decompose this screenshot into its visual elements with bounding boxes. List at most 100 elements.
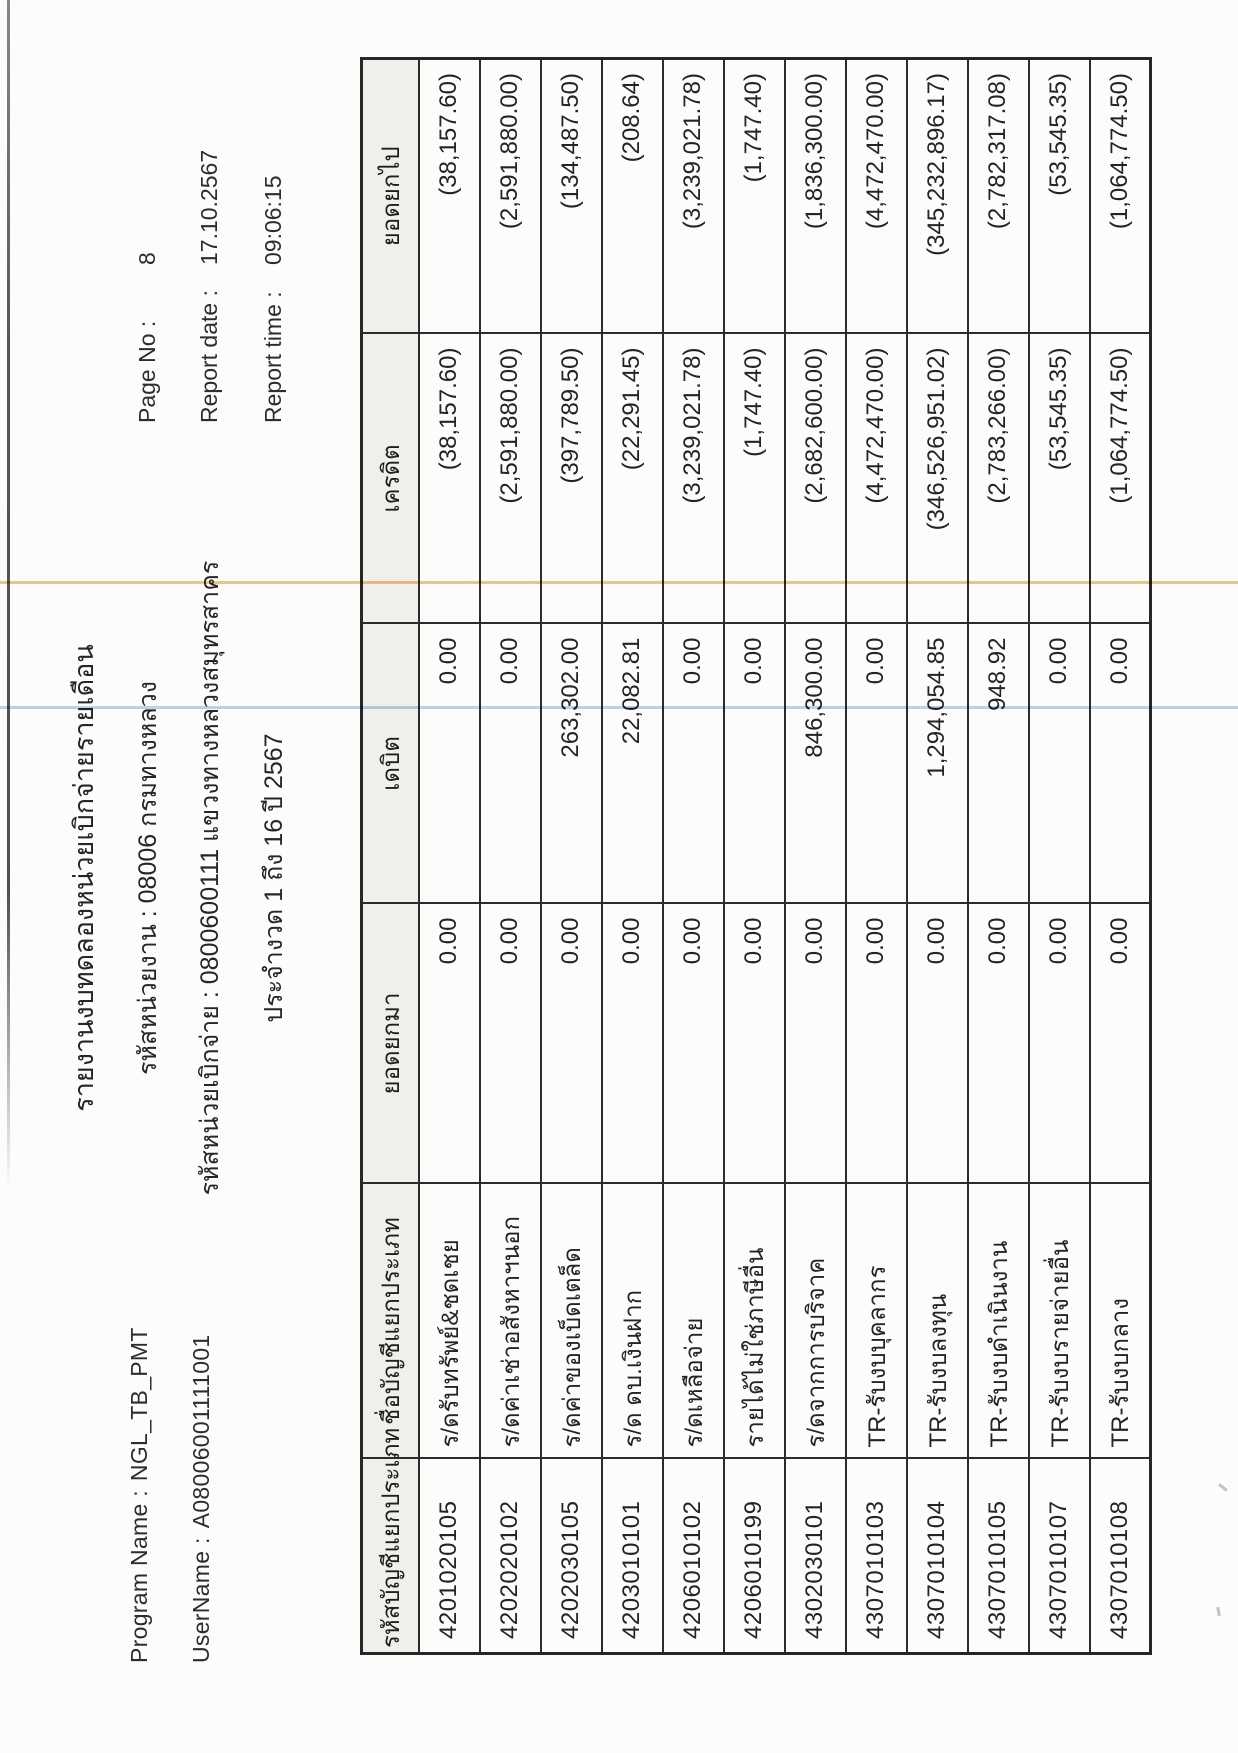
table-row: 4307010108 TR-รับงบกลาง 0.00 0.00 (1,064,774…	[1089, 58, 1151, 1654]
table-row: 4203010101 ร/ด ดบ.เงินฝาก 0.00 22,082.81 (22…	[601, 58, 663, 1654]
cell-account-code: 4307010107	[1028, 1458, 1090, 1654]
table-header-row: รหัสบัญชีแยกประเภท ชื่อบัญชีแยกประเภท ยอดย…	[361, 58, 419, 1654]
column-header-account-code: รหัสบัญชีแยกประเภท	[361, 1428, 419, 1654]
cell-debit: 0.00	[1028, 623, 1090, 904]
cell-account-name: TR-รับงบลงทุน	[906, 1183, 968, 1459]
cell-opening-balance: 0.00	[601, 903, 663, 1184]
column-header-credit: เครดิต	[361, 333, 419, 624]
cell-account-name: ร/ด ดบ.เงินฝาก	[601, 1183, 663, 1459]
cell-opening-balance: 0.00	[479, 903, 541, 1184]
cell-account-name: ร/ดเหลือจ่าย	[662, 1183, 724, 1459]
cell-account-name: รายได้ไม่ใช่ภาษีอื่น	[723, 1183, 785, 1459]
column-header-debit: เดบิต	[361, 623, 419, 904]
cell-account-name: ร/ดค่าของเบ็ดเตล็ด	[540, 1183, 602, 1459]
cell-debit: 0.00	[418, 623, 480, 904]
column-header-closing-balance: ยอดยกไป	[361, 58, 419, 334]
highlight-line-orange	[0, 581, 1238, 584]
report-date-line: Report date : 17.10.2567	[196, 0, 223, 423]
cell-debit: 0.00	[1089, 623, 1151, 904]
cell-opening-balance: 0.00	[784, 903, 846, 1184]
cell-account-code: 4307010104	[906, 1458, 968, 1654]
column-header-account-name: ชื่อบัญชีแยกประเภท	[361, 1183, 419, 1459]
cell-closing-balance: (1,836,300.00)	[784, 58, 846, 334]
cell-debit: 0.00	[662, 623, 724, 904]
cell-closing-balance: (134,487.50)	[540, 58, 602, 334]
cell-account-name: ร/ดจากการบริจาค	[784, 1183, 846, 1459]
scan-edge-line	[7, 0, 10, 1190]
cell-debit: 846,300.00	[784, 623, 846, 904]
cell-opening-balance: 0.00	[1028, 903, 1090, 1184]
cell-closing-balance: (208.64)	[601, 58, 663, 334]
cell-closing-balance: (3,239,021.78)	[662, 58, 724, 334]
cell-credit: (4,472,470.00)	[845, 333, 907, 624]
table-row: 4307010103 TR-รับงบบุคลากร 0.00 0.00 (4,472,…	[845, 58, 907, 1654]
table-row: 4202030105 ร/ดค่าของเบ็ดเตล็ด 0.00 263,302.…	[540, 58, 602, 1654]
cell-opening-balance: 0.00	[418, 903, 480, 1184]
cell-account-name: TR-รับงบบุคลากร	[845, 1183, 907, 1459]
report-time-line: Report time : 09:06:15	[260, 0, 287, 423]
cell-account-code: 4307010105	[967, 1458, 1029, 1654]
cell-account-name: ร/ดค่าเช่าอสังหาฯนอก	[479, 1183, 541, 1459]
report-date-label: Report date :	[196, 290, 222, 423]
cell-credit: (2,783,266.00)	[967, 333, 1029, 624]
cell-closing-balance: (38,157.60)	[418, 58, 480, 334]
cell-debit: 22,082.81	[601, 623, 663, 904]
cell-credit: (1,064,774.50)	[1089, 333, 1151, 624]
cell-debit: 0.00	[845, 623, 907, 904]
cell-account-name: TR-รับงบรายจ่ายอื่น	[1028, 1183, 1090, 1459]
cell-account-code: 4206010199	[723, 1458, 785, 1654]
table-row: 4206010102 ร/ดเหลือจ่าย 0.00 0.00 (3,239,021…	[662, 58, 724, 1654]
report-date-value: 17.10.2567	[196, 149, 222, 265]
table-row: 4307010105 TR-รับงบดำเนินงาน 0.00 948.92 (2,…	[967, 58, 1029, 1654]
cell-opening-balance: 0.00	[1089, 903, 1151, 1184]
cell-account-code: 4202030105	[540, 1458, 602, 1654]
report-time-label: Report time :	[260, 291, 286, 423]
cell-credit: (3,239,021.78)	[662, 333, 724, 624]
page-no-line: Page No : 8	[134, 0, 161, 423]
cell-debit: 0.00	[479, 623, 541, 904]
cell-credit: (1,747.40)	[723, 333, 785, 624]
cell-credit: (397,789.50)	[540, 333, 602, 624]
cell-account-code: 4202020102	[479, 1458, 541, 1654]
cell-account-code: 4203010101	[601, 1458, 663, 1654]
cell-closing-balance: (53,545.35)	[1028, 58, 1090, 334]
cell-account-name: TR-รับงบกลาง	[1089, 1183, 1151, 1459]
cell-account-name: TR-รับงบดำเนินงาน	[967, 1183, 1029, 1459]
table-row: 4302030101 ร/ดจากการบริจาค 0.00 846,300.00 (…	[784, 58, 846, 1654]
table-row: 4201020105 ร/ดรับทรัพย์&ชดเชย 0.00 0.00 (38,…	[418, 58, 480, 1654]
cell-opening-balance: 0.00	[723, 903, 785, 1184]
cell-account-name: ร/ดรับทรัพย์&ชดเชย	[418, 1183, 480, 1459]
table-row: 4206010199 รายได้ไม่ใช่ภาษีอื่น 0.00 0.00 (1…	[723, 58, 785, 1654]
cell-account-code: 4302030101	[784, 1458, 846, 1654]
report-title: รายงานงบทดลองหน่วยเบิกจ่ายรายเดือน	[69, 644, 99, 1112]
cell-opening-balance: 0.00	[845, 903, 907, 1184]
page-no-value: 8	[134, 252, 160, 265]
cell-closing-balance: (2,591,880.00)	[479, 58, 541, 334]
cell-credit: (53,545.35)	[1028, 333, 1090, 624]
cell-opening-balance: 0.00	[906, 903, 968, 1184]
cell-credit: (38,157.60)	[418, 333, 480, 624]
cell-opening-balance: 0.00	[967, 903, 1029, 1184]
cell-closing-balance: (345,232,896.17)	[906, 58, 968, 334]
cell-account-code: 4307010108	[1089, 1458, 1151, 1654]
cell-opening-balance: 0.00	[540, 903, 602, 1184]
column-header-opening-balance: ยอดยกมา	[361, 903, 419, 1184]
cell-debit: 0.00	[723, 623, 785, 904]
table-row: 4202020102 ร/ดค่าเช่าอสังหาฯนอก 0.00 0.00 (2…	[479, 58, 541, 1654]
highlight-line-blue	[0, 706, 1238, 709]
trial-balance-table: รหัสบัญชีแยกประเภท ชื่อบัญชีแยกประเภท ยอดย…	[360, 57, 1152, 1655]
report-time-value: 09:06:15	[260, 175, 286, 265]
cell-debit: 263,302.00	[540, 623, 602, 904]
cell-credit: (2,591,880.00)	[479, 333, 541, 624]
cell-credit: (346,526,951.02)	[906, 333, 968, 624]
cell-debit: 948.92	[967, 623, 1029, 904]
cell-debit: 1,294,054.85	[906, 623, 968, 904]
cell-account-code: 4307010103	[845, 1458, 907, 1654]
cell-closing-balance: (1,747.40)	[723, 58, 785, 334]
cell-credit: (22,291.45)	[601, 333, 663, 624]
page-no-label: Page No :	[134, 320, 160, 423]
cell-closing-balance: (1,064,774.50)	[1089, 58, 1151, 334]
table-row: 4307010104 TR-รับงบลงทุน 0.00 1,294,054.85(…	[906, 58, 968, 1654]
